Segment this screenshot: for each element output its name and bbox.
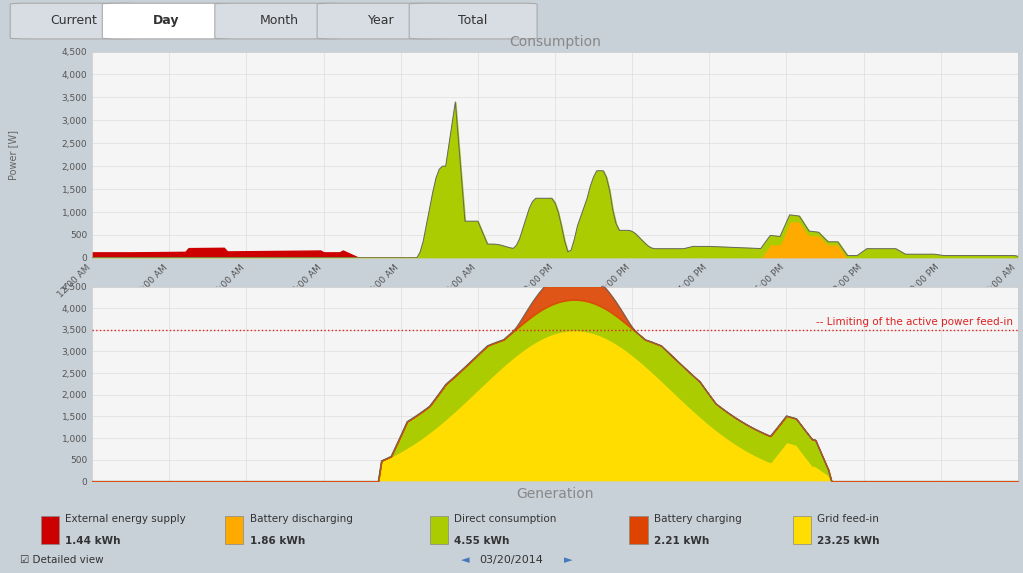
Title: Consumption: Consumption (509, 35, 601, 49)
FancyBboxPatch shape (215, 3, 343, 39)
Text: 23.25 kWh: 23.25 kWh (817, 536, 880, 547)
Text: Direct consumption: Direct consumption (454, 513, 557, 524)
Text: External energy supply: External energy supply (65, 513, 186, 524)
Text: Total: Total (458, 14, 488, 26)
Text: Battery charging: Battery charging (654, 513, 742, 524)
Text: ☑ Detailed view: ☑ Detailed view (20, 555, 104, 566)
Text: 2.21 kWh: 2.21 kWh (654, 536, 709, 547)
Text: Day: Day (153, 14, 179, 26)
Text: Generation: Generation (517, 487, 593, 501)
Text: 1.86 kWh: 1.86 kWh (250, 536, 305, 547)
Text: ►: ► (564, 555, 572, 566)
Text: 4.55 kWh: 4.55 kWh (454, 536, 509, 547)
FancyBboxPatch shape (102, 3, 230, 39)
Text: 03/20/2014: 03/20/2014 (480, 555, 543, 566)
Text: 1.44 kWh: 1.44 kWh (65, 536, 121, 547)
Text: Year: Year (367, 14, 395, 26)
Text: Grid feed-in: Grid feed-in (817, 513, 879, 524)
FancyBboxPatch shape (10, 3, 138, 39)
Text: ◄: ◄ (461, 555, 470, 566)
Text: Power [W]: Power [W] (8, 129, 18, 180)
Text: Battery discharging: Battery discharging (250, 513, 353, 524)
FancyBboxPatch shape (409, 3, 537, 39)
Text: Current: Current (51, 14, 97, 26)
Text: -- Limiting of the active power feed-in: -- Limiting of the active power feed-in (815, 317, 1013, 327)
Text: Month: Month (259, 14, 299, 26)
FancyBboxPatch shape (317, 3, 445, 39)
